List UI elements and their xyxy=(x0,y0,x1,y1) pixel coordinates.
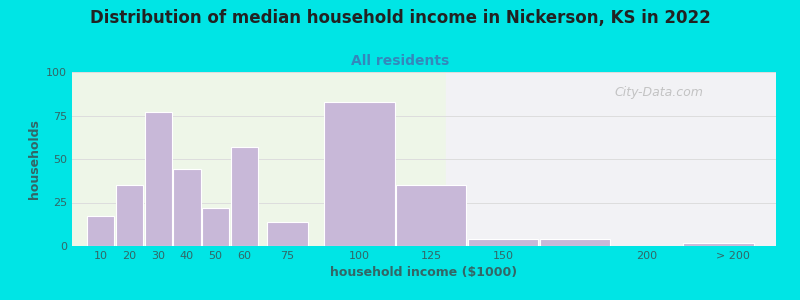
Bar xyxy=(230,147,258,246)
Text: Distribution of median household income in Nickerson, KS in 2022: Distribution of median household income … xyxy=(90,9,710,27)
Bar xyxy=(396,185,466,246)
Bar xyxy=(145,112,172,246)
Bar xyxy=(174,169,201,246)
Bar xyxy=(683,242,754,246)
Bar xyxy=(324,102,394,246)
X-axis label: household income ($1000): household income ($1000) xyxy=(330,266,518,279)
Text: All residents: All residents xyxy=(351,54,449,68)
Text: City-Data.com: City-Data.com xyxy=(614,86,703,99)
Bar xyxy=(468,239,538,246)
Bar xyxy=(87,216,114,246)
Bar xyxy=(540,239,610,246)
Bar xyxy=(116,185,143,246)
Y-axis label: households: households xyxy=(27,119,41,199)
Bar xyxy=(446,72,776,246)
Bar xyxy=(202,208,230,246)
Bar xyxy=(266,222,308,246)
